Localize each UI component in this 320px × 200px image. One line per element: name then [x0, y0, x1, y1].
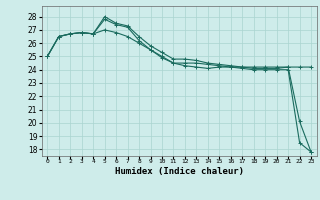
X-axis label: Humidex (Indice chaleur): Humidex (Indice chaleur) [115, 167, 244, 176]
